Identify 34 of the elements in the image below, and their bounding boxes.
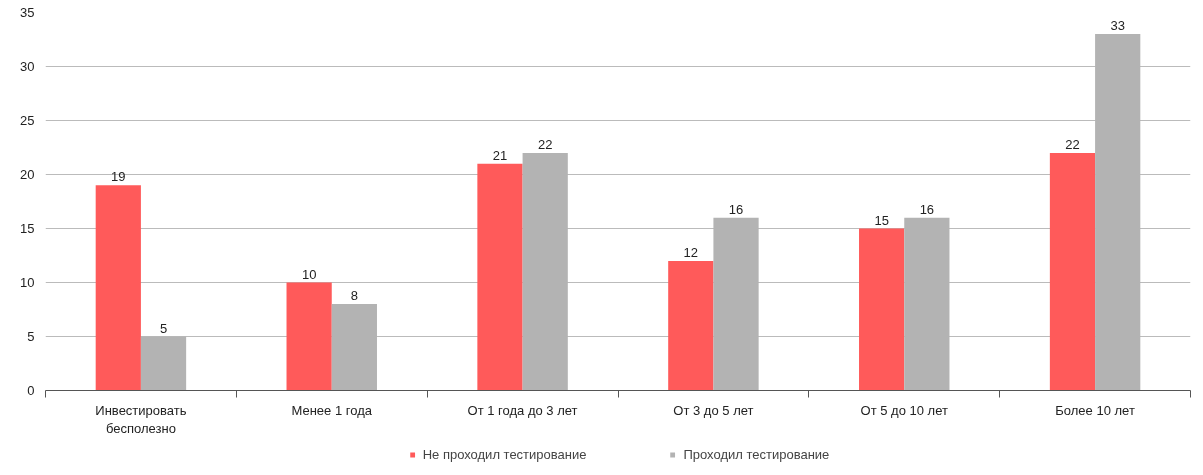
data-label: 19 bbox=[111, 169, 126, 185]
legend-label: Не проходил тестирование bbox=[422, 446, 587, 462]
x-tick-label: Менее 1 года bbox=[291, 402, 373, 418]
bar bbox=[668, 260, 714, 391]
x-tick-label: От 3 до 5 лет bbox=[673, 402, 754, 418]
bar bbox=[286, 282, 332, 391]
data-label: 5 bbox=[159, 320, 168, 336]
data-label: 22 bbox=[537, 136, 553, 152]
data-label: 21 bbox=[492, 147, 508, 163]
bar bbox=[1049, 152, 1096, 391]
data-label: 15 bbox=[874, 212, 889, 228]
x-tick-label: Инвестировать бесполезно bbox=[95, 402, 187, 436]
bar bbox=[95, 185, 141, 391]
y-tick-label: 15 bbox=[20, 221, 35, 236]
y-tick-label: 5 bbox=[27, 329, 35, 344]
y-tick-label: 25 bbox=[20, 113, 35, 128]
x-tick-label: Более 10 лет bbox=[1055, 402, 1135, 418]
y-tick-label: 10 bbox=[20, 275, 35, 290]
bar bbox=[477, 163, 523, 391]
data-label: 33 bbox=[1110, 18, 1125, 34]
data-label: 22 bbox=[1065, 136, 1080, 152]
x-tick-label: От 1 года до 3 лет bbox=[467, 402, 578, 418]
data-label: 12 bbox=[683, 244, 699, 260]
y-tick-label: 30 bbox=[20, 59, 35, 74]
data-label: 16 bbox=[728, 201, 744, 217]
y-tick-label: 20 bbox=[20, 167, 35, 182]
legend-label: Проходил тестирование bbox=[683, 446, 830, 462]
y-tick-label: 35 bbox=[20, 5, 35, 20]
data-label: 8 bbox=[350, 288, 358, 304]
data-label: 16 bbox=[919, 201, 935, 217]
x-tick-label: От 5 до 10 лет bbox=[860, 402, 948, 418]
y-tick-label: 0 bbox=[27, 383, 35, 398]
bar bbox=[859, 228, 905, 391]
data-label: 10 bbox=[301, 266, 317, 282]
